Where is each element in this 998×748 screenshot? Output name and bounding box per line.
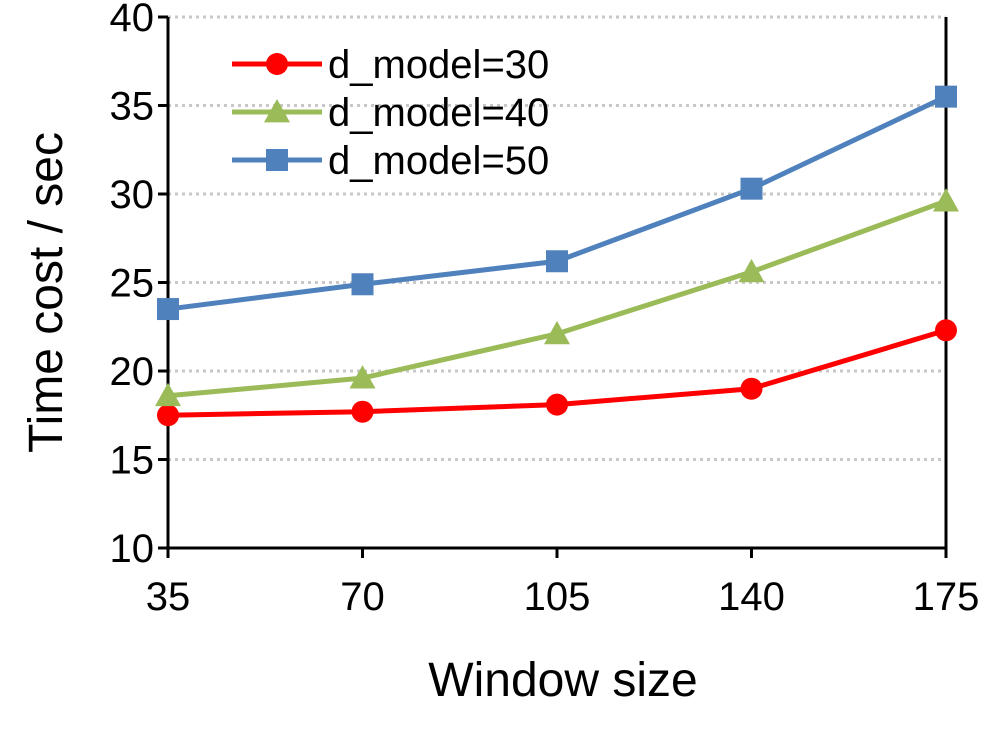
x-tick-label: 35 (146, 575, 191, 619)
data-point (157, 404, 179, 427)
series-d-model-50 (157, 85, 957, 321)
data-point (738, 258, 765, 283)
data-point (740, 377, 763, 400)
axes (166, 17, 948, 550)
data-point (157, 298, 179, 321)
legend-label: d_model=40 (328, 91, 549, 135)
data-point (546, 250, 568, 273)
data-point (351, 273, 374, 296)
legend-marker (264, 99, 290, 123)
x-tick-label: 175 (913, 575, 980, 619)
y-tick-label: 10 (110, 527, 155, 571)
y-tick-label: 30 (110, 173, 155, 217)
grid-lines (168, 15, 946, 461)
y-tick-label: 20 (110, 350, 155, 394)
y-axis-title: Time cost / sec (20, 132, 73, 453)
y-ticks: 10 15 20 25 30 35 40 (110, 0, 168, 571)
legend-label: d_model=50 (328, 139, 549, 183)
x-ticks: 35 70 105 140 175 (146, 548, 980, 619)
x-tick-label: 140 (718, 575, 785, 619)
y-tick-label: 35 (110, 85, 155, 129)
legend-item: d_model=50 (232, 139, 549, 183)
series-layer (155, 85, 959, 427)
data-point (933, 188, 959, 212)
data-point (546, 393, 568, 416)
data-point (544, 320, 570, 345)
legend-marker (266, 149, 288, 171)
data-point (740, 177, 763, 200)
data-point (935, 319, 957, 342)
y-tick-label: 15 (110, 439, 155, 483)
legend-item: d_model=30 (232, 43, 549, 87)
data-point (351, 400, 374, 423)
x-axis-title: Window size (428, 654, 697, 707)
data-point (935, 85, 957, 108)
legend: d_model=30d_model=40d_model=50 (232, 43, 549, 183)
y-tick-label: 25 (110, 262, 155, 306)
legend-item: d_model=40 (232, 91, 549, 135)
y-tick-label: 40 (110, 0, 155, 40)
x-tick-label: 105 (524, 575, 591, 619)
data-point (349, 365, 376, 389)
series-line (167, 94, 948, 312)
series-d-model-40 (155, 188, 959, 407)
data-point (155, 382, 181, 407)
x-tick-label: 70 (340, 575, 385, 619)
series-d-model-30 (157, 319, 957, 427)
legend-marker (266, 53, 288, 75)
legend-label: d_model=30 (328, 43, 549, 87)
